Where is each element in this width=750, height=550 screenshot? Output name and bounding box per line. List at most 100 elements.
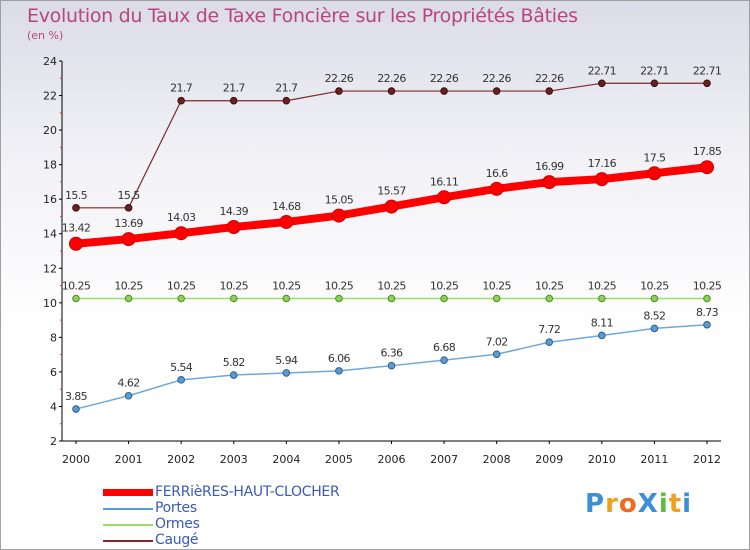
y-tick-label: 10 <box>43 297 57 310</box>
data-label-cauge: 22.26 <box>535 72 564 85</box>
data-point-ferrieres <box>700 160 714 175</box>
data-point-ferrieres <box>594 172 609 187</box>
data-label-ormes: 10.25 <box>220 280 249 293</box>
x-tick-label: 2010 <box>588 453 616 466</box>
data-point-ferrieres <box>331 208 346 223</box>
x-tick-label: 2012 <box>693 453 721 466</box>
logo-letter: X <box>637 489 659 519</box>
data-label-ormes: 10.25 <box>430 280 459 293</box>
data-point-ormes <box>72 294 80 303</box>
data-label-ormes: 10.25 <box>640 280 669 293</box>
y-tick-label: 8 <box>50 331 57 344</box>
logo-letter: i <box>682 489 693 519</box>
proxiti-logo: ProXiti <box>585 489 692 519</box>
data-point-ormes <box>703 294 711 303</box>
x-tick-label: 2001 <box>115 453 143 466</box>
data-label-portes: 5.82 <box>223 356 245 369</box>
data-point-portes <box>387 361 396 370</box>
data-point-portes <box>282 369 291 377</box>
series-layer <box>69 79 714 413</box>
x-tick-label: 2009 <box>535 453 563 466</box>
data-point-ormes <box>335 294 343 303</box>
logo-letter: P <box>585 489 606 519</box>
data-point-cauge <box>282 96 291 105</box>
data-point-cauge <box>598 79 606 88</box>
y-tick-label: 24 <box>43 55 57 68</box>
data-point-portes <box>650 324 659 333</box>
x-tick-label: 2005 <box>325 453 353 466</box>
data-point-cauge <box>177 96 185 105</box>
legend-label-ormes: Ormes <box>155 516 200 532</box>
data-label-ferrieres: 17.85 <box>693 145 722 158</box>
data-label-cauge: 22.71 <box>640 64 669 77</box>
data-point-cauge <box>650 79 659 88</box>
data-point-ormes <box>282 294 291 303</box>
data-label-ormes: 10.25 <box>167 280 196 293</box>
data-label-ormes: 10.25 <box>114 280 143 293</box>
legend-swatch-cauge <box>103 540 153 542</box>
x-tick-label: 2003 <box>220 453 248 466</box>
legend-swatch-portes <box>103 508 153 510</box>
legend-label-portes: Portes <box>155 500 197 516</box>
data-label-portes: 8.11 <box>591 316 613 329</box>
data-label-ferrieres: 16.11 <box>430 175 459 188</box>
data-label-portes: 5.94 <box>275 354 298 367</box>
data-point-cauge <box>545 87 554 95</box>
data-point-portes <box>703 320 711 329</box>
data-label-portes: 6.36 <box>380 347 403 360</box>
data-point-ormes <box>229 294 238 303</box>
data-label-ferrieres: 16.99 <box>535 160 564 173</box>
logo-letter: o <box>618 489 638 519</box>
data-point-portes <box>124 391 133 400</box>
x-tick-label: 2002 <box>167 453 195 466</box>
data-label-ormes: 10.25 <box>62 280 91 293</box>
y-tick-label: 12 <box>43 262 57 275</box>
data-label-cauge: 21.7 <box>275 82 298 95</box>
legend-swatch-ormes <box>103 524 153 526</box>
data-point-ormes <box>124 294 133 303</box>
data-label-cauge: 21.7 <box>223 82 246 95</box>
data-label-cauge: 22.26 <box>325 72 354 85</box>
data-point-ferrieres <box>69 236 83 251</box>
y-tick-label: 22 <box>43 90 57 103</box>
y-tick-label: 2 <box>50 435 57 448</box>
data-label-cauge: 22.26 <box>482 72 511 85</box>
data-point-cauge <box>229 96 238 105</box>
data-label-portes: 8.73 <box>696 306 719 319</box>
data-label-ferrieres: 15.57 <box>377 185 406 198</box>
data-point-ferrieres <box>647 166 662 181</box>
data-point-ormes <box>177 294 185 303</box>
data-point-portes <box>177 376 185 384</box>
data-label-cauge: 15.5 <box>118 189 141 202</box>
data-point-portes <box>72 405 80 413</box>
data-point-ferrieres <box>279 214 294 229</box>
y-tick-label: 6 <box>50 366 57 379</box>
data-label-ferrieres: 13.42 <box>62 222 91 235</box>
data-label-ormes: 10.25 <box>272 280 301 293</box>
data-label-portes: 3.85 <box>65 390 88 403</box>
data-label-ormes: 10.25 <box>482 280 511 293</box>
data-point-ferrieres <box>226 219 241 234</box>
y-tick-label: 14 <box>43 228 57 241</box>
data-point-portes <box>492 350 501 359</box>
logo-letter: r <box>605 489 619 519</box>
data-label-cauge: 22.71 <box>693 64 722 77</box>
data-point-ormes <box>545 294 554 303</box>
y-tick-label: 16 <box>43 193 57 206</box>
data-label-ormes: 10.25 <box>325 280 354 293</box>
data-label-cauge: 21.7 <box>170 82 193 95</box>
x-tick-label: 2000 <box>62 453 90 466</box>
data-label-cauge: 22.71 <box>588 64 617 77</box>
y-tick-label: 20 <box>43 124 57 137</box>
data-point-ferrieres <box>489 181 504 196</box>
data-point-ormes <box>598 294 606 303</box>
data-label-ormes: 10.25 <box>377 280 406 293</box>
data-point-cauge <box>492 87 501 95</box>
legend-swatch-ferrieres <box>103 489 153 496</box>
data-point-cauge <box>387 87 396 95</box>
data-point-ormes <box>492 294 501 303</box>
data-point-portes <box>335 367 343 375</box>
data-label-ormes: 10.25 <box>693 280 722 293</box>
